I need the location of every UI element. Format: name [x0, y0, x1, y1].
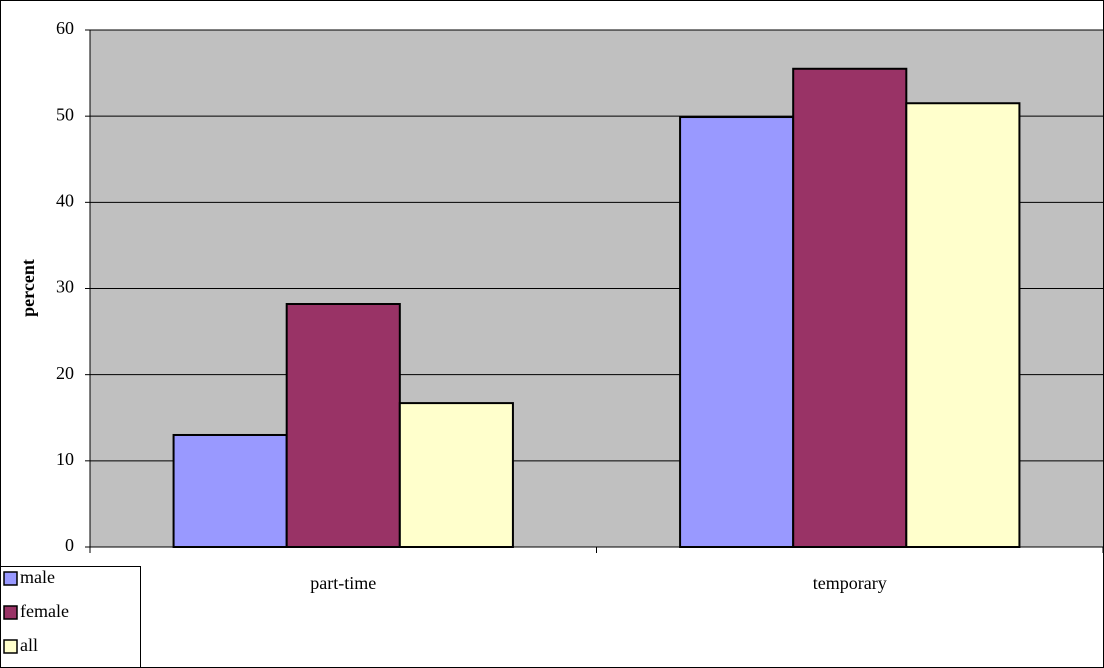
- y-tick-label: 30: [56, 277, 74, 297]
- bar: [285, 303, 401, 549]
- y-tick-label: 50: [56, 104, 74, 124]
- bar: [679, 116, 795, 549]
- bar: [398, 402, 514, 548]
- legend-label: female: [20, 601, 69, 621]
- legend-swatch: [3, 605, 18, 620]
- legend-label: male: [20, 567, 55, 587]
- y-tick-label: 40: [56, 190, 74, 210]
- y-tick-label: 0: [65, 535, 74, 555]
- legend-swatch: [3, 639, 18, 654]
- legend-swatch: [3, 571, 18, 586]
- bar: [905, 102, 1021, 548]
- bar: [792, 67, 908, 549]
- bar: [172, 433, 288, 549]
- legend-label: all: [20, 635, 38, 655]
- y-tick-label: 60: [56, 18, 74, 38]
- x-tick-label: part-time: [310, 573, 376, 593]
- y-axis-label: percent: [18, 259, 38, 317]
- y-tick-label: 10: [56, 449, 74, 469]
- x-tick-label: temporary: [813, 573, 887, 593]
- y-tick-label: 20: [56, 363, 74, 383]
